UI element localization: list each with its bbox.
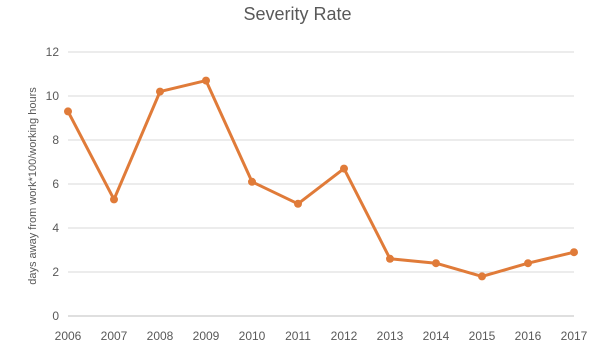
- data-point: [64, 107, 72, 116]
- data-point: [340, 164, 348, 173]
- tick-labels: 0 2 4 6 8 10 12 2006 2007 2008 2009 2010 2011 2012 201…: [46, 45, 588, 343]
- y-tick-label: 10: [46, 89, 60, 103]
- data-point: [156, 87, 164, 96]
- x-tick-label: 2009: [193, 329, 220, 343]
- y-tick-label: 4: [52, 221, 59, 235]
- data-point: [570, 248, 578, 257]
- data-point: [294, 199, 302, 208]
- y-tick-label: 6: [52, 177, 59, 191]
- x-tick-label: 2008: [147, 329, 174, 343]
- x-tick-label: 2014: [423, 329, 450, 343]
- y-tick-label: 0: [52, 309, 59, 323]
- y-tick-label: 2: [52, 265, 59, 279]
- series-line-layer: [66, 79, 576, 278]
- x-tick-label: 2010: [239, 329, 266, 343]
- series-line: [66, 79, 576, 278]
- data-point: [478, 272, 486, 281]
- y-axis-label: days away from work*100/working hours: [27, 87, 39, 285]
- y-tick-label: 12: [46, 45, 60, 59]
- x-tick-label: 2011: [285, 329, 311, 343]
- data-point: [248, 177, 256, 186]
- data-points: [64, 76, 578, 281]
- data-point: [110, 195, 118, 204]
- x-tick-label: 2015: [469, 329, 496, 343]
- x-tick-label: 2013: [377, 329, 404, 343]
- x-tick-label: 2012: [331, 329, 358, 343]
- x-tick-label: 2017: [561, 329, 588, 343]
- data-point: [432, 259, 440, 268]
- x-tick-label: 2007: [101, 329, 128, 343]
- y-tick-label: 8: [52, 133, 59, 147]
- data-point: [386, 254, 394, 263]
- data-point: [202, 76, 210, 85]
- chart-title: Severity Rate: [243, 4, 352, 24]
- data-point: [524, 259, 532, 268]
- x-tick-label: 2016: [515, 329, 542, 343]
- gridlines: [68, 51, 574, 273]
- x-tick-label: 2006: [55, 329, 82, 343]
